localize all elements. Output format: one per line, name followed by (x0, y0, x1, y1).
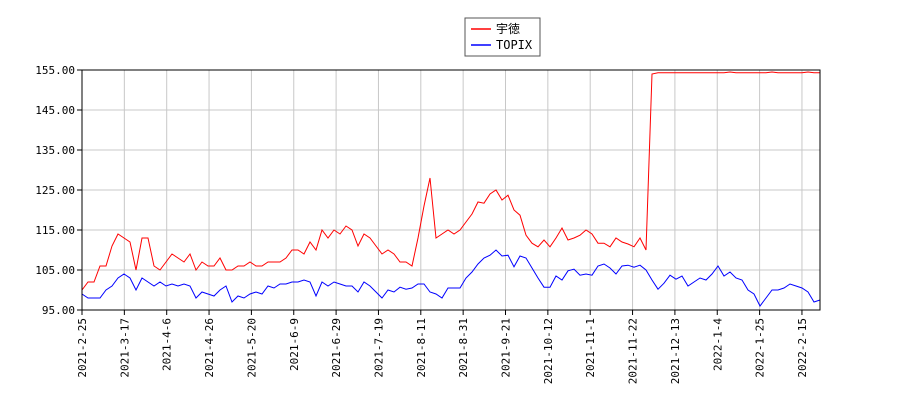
x-tick-label: 2021-4-6 (161, 318, 174, 371)
y-tick-label: 95.00 (42, 304, 75, 317)
legend: 宇徳 TOPIX (464, 17, 541, 57)
y-tick-label: 125.00 (35, 184, 75, 197)
x-tick-label: 2022-2-15 (796, 318, 809, 378)
legend-label-1: TOPIX (496, 38, 533, 52)
grid (81, 69, 820, 311)
y-tick-label: 155.00 (35, 64, 75, 77)
legend-box (464, 17, 541, 57)
x-tick-label: 2022-1-4 (711, 318, 724, 371)
plot-border (81, 69, 821, 311)
x-axis: 2021-2-25 2021-3-17 2021-4-6 2021-4-26 2021-… (76, 310, 809, 384)
x-tick-label: 2021-6-29 (330, 318, 343, 378)
x-tick-label: 2021-7-19 (372, 318, 385, 378)
x-tick-label: 2021-10-12 (542, 318, 555, 384)
x-tick-label: 2021-11-22 (627, 318, 640, 384)
x-tick-label: 2021-11-1 (584, 318, 597, 378)
x-tick-label: 2021-4-26 (203, 318, 216, 378)
y-tick-label: 145.00 (35, 104, 75, 117)
x-tick-label: 2021-5-20 (245, 318, 258, 378)
y-tick-label: 105.00 (35, 264, 75, 277)
y-axis: 155.00 145.00 135.00 125.00 115.00 105.00 95.0… (35, 64, 82, 317)
y-tick-label: 135.00 (35, 144, 75, 157)
x-tick-label: 2021-3-17 (118, 318, 131, 378)
x-tick-label: 2021-8-31 (457, 318, 470, 378)
series-line-1 (81, 249, 821, 307)
x-tick-label: 2021-6-9 (288, 318, 301, 371)
series-lines (81, 71, 821, 307)
x-tick-label: 2021-9-21 (500, 318, 513, 378)
y-tick-label: 115.00 (35, 224, 75, 237)
x-tick-label: 2022-1-25 (754, 318, 767, 378)
series-line-0 (81, 71, 820, 291)
legend-label-0: 宇徳 (496, 21, 520, 36)
x-tick-label: 2021-12-13 (669, 318, 682, 384)
x-tick-label: 2021-2-25 (76, 318, 89, 378)
x-tick-label: 2021-8-11 (415, 318, 428, 378)
